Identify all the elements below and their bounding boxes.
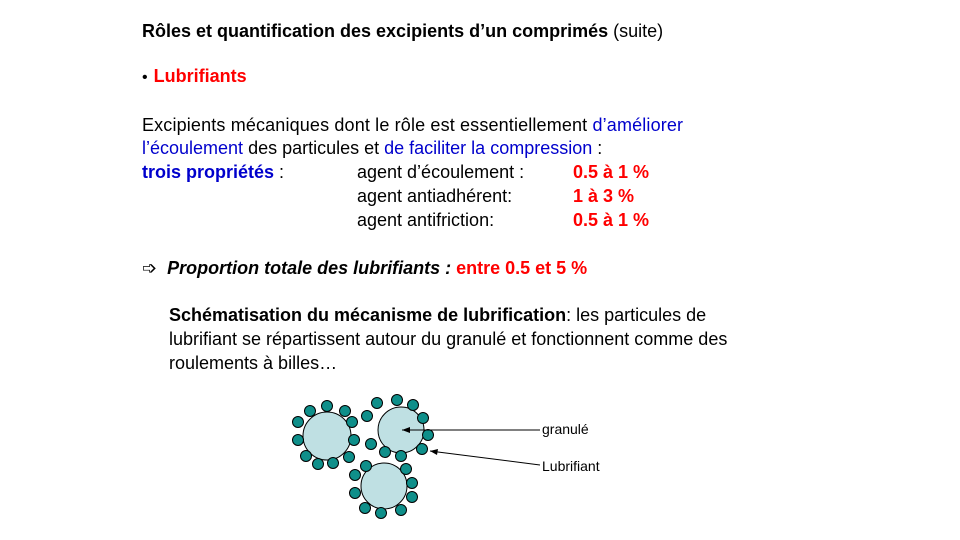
lubricant-particle <box>292 416 304 428</box>
particles-group <box>292 394 434 519</box>
pointer-arrow-lubrifiant-icon <box>430 449 438 455</box>
title-main: Rôles et quantification des excipients d… <box>142 21 609 41</box>
lubricant-particle <box>407 399 419 411</box>
section-heading: • Lubrifiants <box>142 65 247 89</box>
intro-text-3: : <box>592 138 603 158</box>
intro-highlight-3: de faciliter la compression <box>384 138 593 158</box>
lubricant-particle <box>327 457 339 469</box>
lubricant-particle <box>304 405 316 417</box>
property-name-2: agent antiadhérent: <box>357 186 513 206</box>
lubricant-particle <box>400 463 412 475</box>
intro-text-2: des particules et <box>243 138 385 158</box>
lubricant-particle <box>312 458 324 470</box>
lubricant-particle <box>391 394 403 406</box>
lubricant-particle <box>375 507 387 519</box>
lubricant-particle <box>300 450 312 462</box>
lubricant-particle <box>422 429 434 441</box>
lubricant-particle <box>349 487 361 499</box>
lubricant-particle <box>417 412 429 424</box>
pointer-arrow-granule-icon <box>402 427 410 433</box>
intro-highlight-2: l’écoulement <box>142 138 244 158</box>
section-label: Lubrifiants <box>153 66 247 86</box>
lubricant-particle <box>361 410 373 422</box>
total-value: entre 0.5 et 5 % <box>456 258 588 278</box>
lubricant-particle <box>360 460 372 472</box>
lubricant-particle <box>365 438 377 450</box>
intro-line-2: l’écoulement des particules et de facili… <box>142 137 602 159</box>
schema-bold: Schématisation du mécanisme de lubrifica… <box>169 305 567 325</box>
property-name-3: agent antifriction: <box>357 210 495 230</box>
schema-rest-1: : les particules de <box>566 305 707 325</box>
schema-line-3: roulements à billes… <box>169 353 338 373</box>
property-name-1: agent d’écoulement : <box>357 162 525 182</box>
lubricant-particle <box>406 477 418 489</box>
lubricant-particle <box>416 443 428 455</box>
lubricant-particle <box>395 450 407 462</box>
lubricant-particle <box>349 469 361 481</box>
property-value-2: 1 à 3 % <box>573 186 635 206</box>
lubricant-particle <box>321 400 333 412</box>
lubricant-particle <box>348 434 360 446</box>
lubrication-diagram: granulé Lubrifiant <box>292 394 600 519</box>
slide-title: Rôles et quantification des excipients d… <box>142 20 663 42</box>
arrow-right-icon: ➩ <box>142 258 158 278</box>
total-line: ➩ Proportion totale des lubrifiants : ent… <box>142 257 587 279</box>
pointer-line-lubrifiant <box>429 450 541 466</box>
intro-highlight-1: d’améliorer <box>592 115 684 135</box>
properties-colon: : <box>274 162 285 182</box>
intro-line-1: Excipients mécaniques dont le rôle est e… <box>142 114 683 136</box>
properties-heading-label: trois propriétés <box>142 162 275 182</box>
lubricant-particle <box>379 446 391 458</box>
property-value-1: 0.5 à 1 % <box>573 162 650 182</box>
intro-text-1: Excipients mécaniques dont le rôle est e… <box>142 115 593 135</box>
schema-line-2: lubrifiant se répartissent autour du gra… <box>169 329 728 349</box>
lubricant-particle <box>406 491 418 503</box>
property-value-3: 0.5 à 1 % <box>573 210 650 230</box>
total-label: Proportion totale des lubrifiants : <box>167 258 457 278</box>
label-lubrifiant: Lubrifiant <box>542 458 600 474</box>
schema-line-1: Schématisation du mécanisme de lubrifica… <box>169 304 706 326</box>
lubricant-particle <box>395 504 407 516</box>
lubricant-particle <box>343 451 355 463</box>
lubricant-particle <box>371 397 383 409</box>
lubricant-particle <box>339 405 351 417</box>
lubricant-particle <box>346 416 358 428</box>
lubricant-particle <box>292 434 304 446</box>
lubricant-particle <box>359 502 371 514</box>
title-suffix: (suite) <box>613 21 664 41</box>
label-granule: granulé <box>542 421 589 437</box>
properties-heading: trois propriétés : <box>142 160 284 184</box>
bullet-icon: • <box>142 69 148 86</box>
